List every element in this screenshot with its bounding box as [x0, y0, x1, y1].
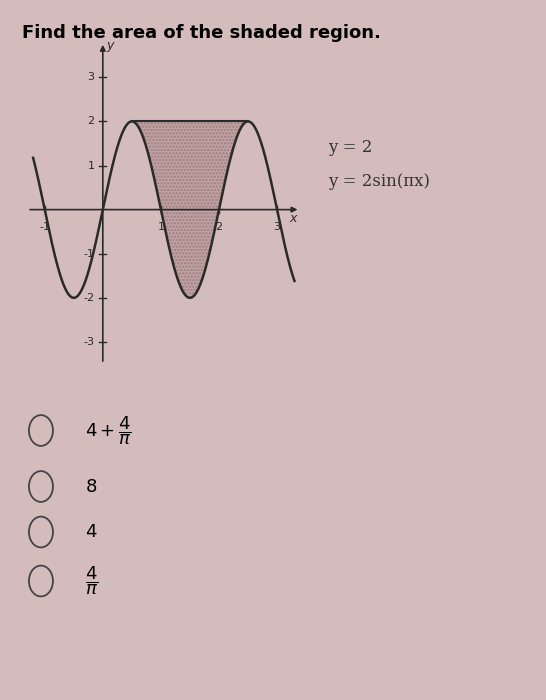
Text: -1: -1: [39, 222, 50, 232]
Text: $4 + \dfrac{4}{\pi}$: $4 + \dfrac{4}{\pi}$: [85, 414, 132, 447]
Text: 3: 3: [274, 222, 281, 232]
Text: $\dfrac{4}{\pi}$: $\dfrac{4}{\pi}$: [85, 565, 98, 597]
Text: 1: 1: [157, 222, 164, 232]
Text: 3: 3: [88, 72, 94, 83]
Text: 2: 2: [87, 116, 94, 127]
Text: -1: -1: [84, 248, 94, 259]
Text: 1: 1: [88, 160, 94, 171]
Text: y = 2sin(πx): y = 2sin(πx): [328, 174, 430, 190]
Text: $4$: $4$: [85, 523, 97, 541]
Text: x: x: [289, 212, 297, 225]
Text: 2: 2: [216, 222, 223, 232]
Text: -3: -3: [84, 337, 94, 347]
Text: -2: -2: [84, 293, 94, 303]
Text: y = 2: y = 2: [328, 139, 372, 155]
Text: y: y: [106, 38, 114, 52]
Text: Find the area of the shaded region.: Find the area of the shaded region.: [22, 25, 381, 43]
Text: $8$: $8$: [85, 477, 97, 496]
